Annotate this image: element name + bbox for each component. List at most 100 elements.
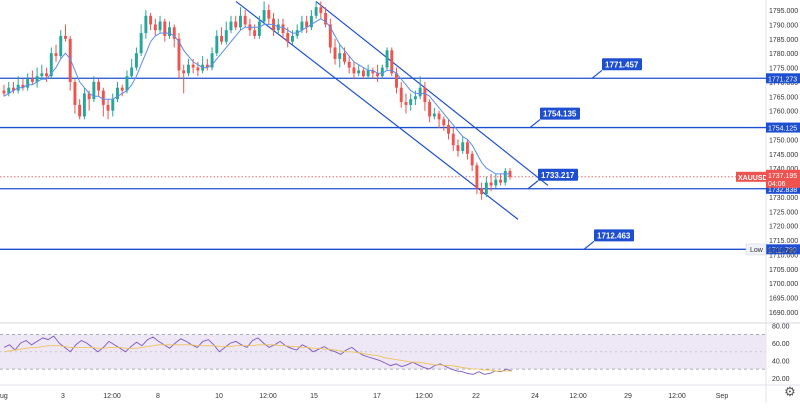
candle-body	[49, 53, 53, 77]
candle-body	[196, 67, 200, 71]
candle-body	[480, 188, 484, 195]
candle-body	[116, 87, 119, 100]
candle-body	[305, 21, 309, 28]
candle-body	[409, 99, 413, 105]
y-tick-label: 1710.000	[769, 252, 798, 259]
candle-body	[87, 93, 91, 100]
rsi-ma-line	[3, 344, 512, 372]
candle-body	[499, 179, 503, 183]
rsi-tick-label: 80.00	[772, 324, 790, 331]
x-tick-label: 12:00	[259, 393, 277, 400]
level-callout-box	[538, 168, 578, 181]
candle-body	[319, 7, 323, 13]
candle-body	[30, 79, 34, 82]
candle-body	[267, 10, 271, 19]
candle-body	[395, 73, 398, 88]
level-axis-label: 1771.273	[768, 76, 797, 83]
y-tick-label: 1720.000	[769, 224, 798, 231]
x-tick-label: 17	[373, 393, 381, 400]
y-tick-label: 1780.000	[769, 51, 798, 58]
x-tick-label: 12:00	[668, 393, 686, 400]
candle-body	[418, 87, 422, 97]
candle-body	[371, 70, 375, 74]
candle-body	[224, 30, 228, 42]
candle-body	[338, 53, 342, 59]
candle-body	[205, 64, 209, 68]
candle-body	[262, 10, 266, 22]
candle-body	[286, 33, 290, 42]
candle-body	[352, 67, 356, 74]
level-callout-label: 1771.457	[605, 60, 639, 69]
candle-body	[494, 179, 498, 186]
candle-body	[423, 87, 427, 103]
y-tick-label: 1775.000	[769, 66, 798, 73]
price-tag	[766, 169, 800, 188]
candle-body	[366, 70, 370, 77]
candle-body	[328, 24, 332, 48]
candle-body	[125, 76, 129, 91]
price-label: 1737.195	[768, 173, 797, 180]
level-callout-label: 1733.217	[541, 171, 575, 180]
candle-body	[26, 79, 30, 88]
candle-body	[343, 53, 346, 62]
gear-icon[interactable]: ⚙	[784, 384, 796, 399]
x-tick-label: Sep	[716, 393, 729, 400]
level-callout-box	[540, 107, 580, 120]
candle-body	[253, 30, 257, 36]
candle-body	[234, 21, 238, 28]
candle-body	[158, 21, 162, 31]
x-tick-label: 22	[472, 393, 480, 400]
candle-body	[456, 145, 460, 151]
level-callout-label: 1712.463	[597, 231, 631, 240]
moving-average-line	[3, 18, 510, 175]
candle-body	[7, 87, 11, 94]
countdown-label: 04:06	[768, 181, 786, 188]
candle-body	[163, 21, 167, 36]
candle-body	[111, 99, 115, 111]
candle-body	[380, 67, 384, 77]
y-tick-label: 1705.000	[769, 267, 798, 274]
candle-body	[465, 142, 469, 154]
candle-body	[106, 104, 110, 111]
rsi-tick-label: 40.00	[772, 358, 790, 365]
level-axis-tag	[766, 183, 800, 194]
y-tick-label: 1690.000	[769, 310, 798, 317]
candle-body	[172, 27, 176, 39]
candle-body	[177, 38, 181, 71]
y-tick-label: 1785.000	[769, 37, 798, 44]
level-callout-pointer	[527, 180, 539, 190]
y-tick-label: 1770.000	[769, 80, 798, 87]
candle-body	[347, 61, 351, 68]
candle-body	[243, 15, 247, 25]
candle-body	[489, 182, 493, 186]
candle-body	[120, 87, 124, 91]
x-tick-label: 12:00	[415, 393, 433, 400]
level-callout-box	[602, 58, 642, 71]
y-tick-label: 1760.000	[769, 109, 798, 116]
rsi-tick-label: 20.00	[772, 376, 790, 383]
x-tick-label: 29	[624, 393, 632, 400]
y-tick-label: 1725.000	[769, 209, 798, 216]
candle-body	[45, 73, 49, 77]
candle-body	[210, 53, 214, 68]
low-marker-label: Low	[750, 247, 764, 254]
level-axis-label: 1711.780	[768, 247, 797, 254]
symbol-label: XAUUSD	[738, 175, 768, 182]
level-axis-tag	[766, 244, 800, 255]
candle-body	[134, 53, 138, 68]
candle-body	[442, 119, 446, 126]
candle-body	[281, 24, 285, 34]
candle-body	[428, 102, 432, 117]
candle-body	[447, 125, 450, 134]
candle-body	[168, 27, 171, 36]
x-tick-label: 12:00	[569, 393, 587, 400]
x-tick-label: 12:00	[103, 393, 121, 400]
x-tick-label: 24	[531, 393, 539, 400]
candle-body	[470, 153, 474, 166]
candle-body	[257, 21, 261, 36]
candle-body	[503, 171, 507, 183]
candle-body	[68, 38, 72, 82]
candle-body	[130, 67, 134, 77]
candle-body	[54, 53, 58, 57]
level-callout-label: 1754.135	[543, 110, 577, 119]
